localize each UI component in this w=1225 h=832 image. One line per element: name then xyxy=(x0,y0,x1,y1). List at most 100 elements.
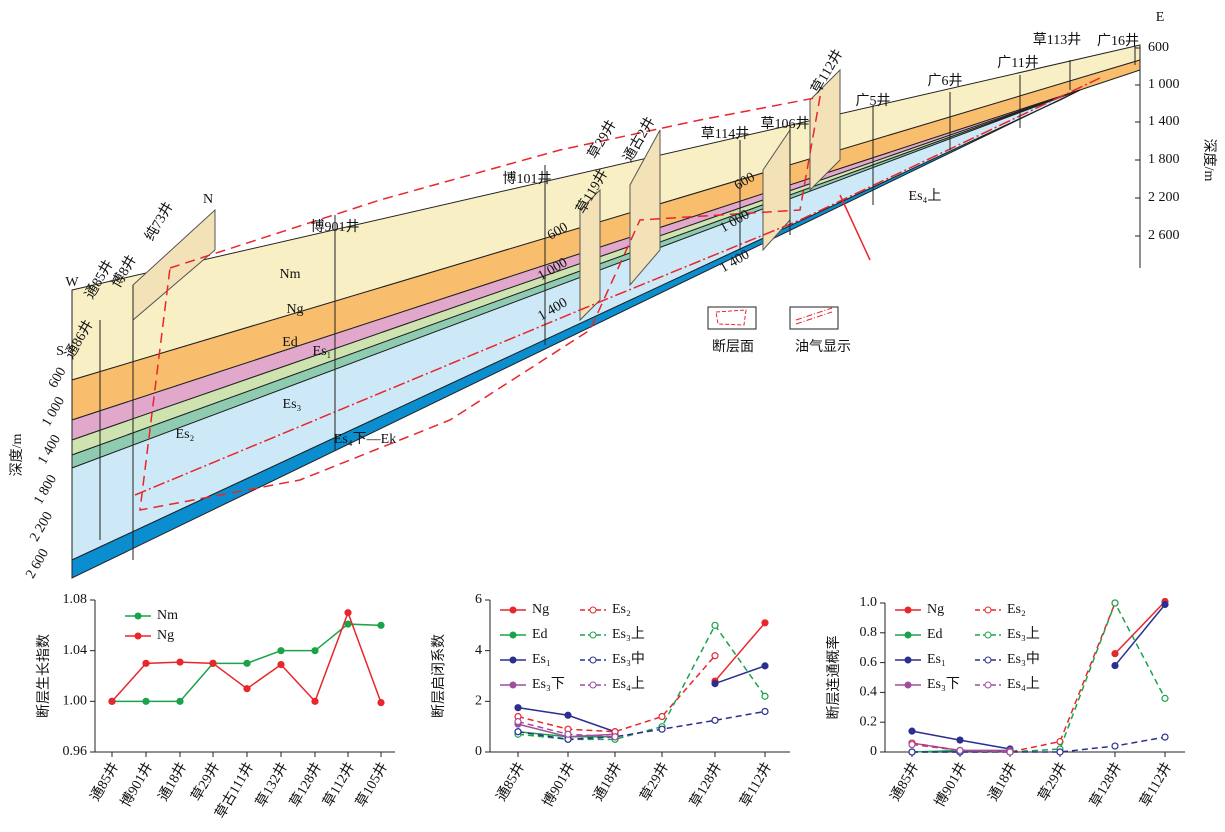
y-tick-label: 1.08 xyxy=(63,592,88,607)
data-point xyxy=(957,748,963,754)
data-point xyxy=(909,749,915,755)
legend-label: Ng xyxy=(157,628,174,643)
y-tick-label: 1.00 xyxy=(63,694,88,709)
well-label: 广16井 xyxy=(1097,33,1139,49)
legend-marker xyxy=(985,632,991,638)
data-point xyxy=(762,693,768,699)
legend-label: Es₃中 xyxy=(612,651,645,667)
legend-label: Es₃下 xyxy=(532,677,565,692)
stratum-label: Ng xyxy=(286,302,303,317)
data-point xyxy=(1162,734,1168,740)
series-line xyxy=(715,623,765,681)
data-point xyxy=(378,700,384,706)
direction-label: W xyxy=(65,275,79,290)
legend-label: 油气显示 xyxy=(795,339,851,355)
legend-marker xyxy=(590,682,596,688)
y-tick-label: 0.2 xyxy=(860,714,878,729)
y-axis-title: 断层连通概率 xyxy=(825,636,842,720)
x-tick-label: 博901井 xyxy=(539,759,578,810)
depth-label: 2 600 xyxy=(1148,228,1180,243)
data-point xyxy=(210,660,216,666)
legend-label: Ed xyxy=(927,627,943,642)
data-point xyxy=(659,726,665,732)
x-tick-label: 草128井 xyxy=(287,760,325,810)
y-tick-label: 0.4 xyxy=(860,685,878,700)
x-tick-label: 草132井 xyxy=(253,760,291,810)
data-point xyxy=(278,662,284,668)
data-point xyxy=(244,686,250,692)
legend-marker xyxy=(985,682,991,688)
depth-label: 600 xyxy=(1148,40,1169,55)
legend-label: 断层面 xyxy=(712,339,754,355)
legend-marker xyxy=(905,607,911,613)
data-point xyxy=(762,708,768,714)
x-tick-label: 草112井 xyxy=(1137,760,1175,810)
legend-marker xyxy=(135,613,141,619)
legend-marker xyxy=(590,607,596,613)
x-tick-label: 通85井 xyxy=(87,760,122,804)
legend-marker xyxy=(135,633,141,639)
stratum-label: Ed xyxy=(282,335,298,350)
well-label: 广6井 xyxy=(928,73,963,89)
data-point xyxy=(1112,651,1118,657)
legend-label: Es₁ xyxy=(927,652,946,667)
y-tick-label: 4 xyxy=(475,643,482,658)
figure: WESN通86井通85井纯73井博8井博901井博101井草29井草119井通古… xyxy=(0,0,1225,832)
depth-axis-title: 深度/m xyxy=(1201,139,1217,182)
stratum-ng xyxy=(72,60,1140,420)
x-tick-label: 通18井 xyxy=(155,760,190,804)
depth-label: 600 xyxy=(46,365,69,391)
legend-marker xyxy=(510,682,516,688)
x-tick-label: 博901井 xyxy=(117,759,156,810)
data-point xyxy=(957,737,963,743)
legend-label: Ed xyxy=(532,627,548,642)
well-label: 纯73井 xyxy=(142,199,177,243)
legend-label: Es₃中 xyxy=(1007,651,1040,667)
data-point xyxy=(762,663,768,669)
data-point xyxy=(345,621,351,627)
data-point xyxy=(1007,749,1013,755)
data-point xyxy=(1162,695,1168,701)
y-tick-label: 0 xyxy=(870,744,877,759)
stratum-nm xyxy=(72,45,1140,380)
depth-label: 1 800 xyxy=(31,472,60,507)
x-tick-label: 通85井 xyxy=(493,760,528,804)
data-point xyxy=(762,620,768,626)
data-point xyxy=(712,681,718,687)
y-tick-label: 0 xyxy=(475,744,482,759)
fault-arrow xyxy=(840,195,870,260)
data-point xyxy=(515,705,521,711)
x-tick-label: 博901井 xyxy=(931,759,970,810)
legend-marker xyxy=(905,657,911,663)
legend-marker xyxy=(510,632,516,638)
data-point xyxy=(1112,663,1118,669)
y-tick-label: 6 xyxy=(475,592,482,607)
depth-label: 2 600 xyxy=(23,546,52,581)
y-tick-label: 0.8 xyxy=(860,625,878,640)
legend-label: Es₄上 xyxy=(612,676,645,692)
legend-marker xyxy=(905,682,911,688)
data-point xyxy=(612,734,618,740)
legend-label: Ng xyxy=(532,602,549,617)
legend-label: Es₃上 xyxy=(612,626,645,642)
data-point xyxy=(1162,601,1168,607)
data-point xyxy=(143,698,149,704)
series-line xyxy=(912,737,1165,752)
data-point xyxy=(278,648,284,654)
x-tick-label: 通18井 xyxy=(985,760,1020,804)
data-point xyxy=(345,610,351,616)
data-point xyxy=(1112,743,1118,749)
x-tick-label: 草29井 xyxy=(637,760,672,804)
data-point xyxy=(909,728,915,734)
data-point xyxy=(659,714,665,720)
data-point xyxy=(712,653,718,659)
y-tick-label: 1.0 xyxy=(860,595,878,610)
legend-label: Es₁ xyxy=(532,652,551,667)
y-tick-label: 0.6 xyxy=(860,655,878,670)
data-point xyxy=(565,712,571,718)
data-point xyxy=(177,698,183,704)
well-label: 广11井 xyxy=(997,55,1038,71)
data-point xyxy=(312,698,318,704)
y-tick-label: 0.96 xyxy=(63,744,88,759)
data-point xyxy=(909,742,915,748)
